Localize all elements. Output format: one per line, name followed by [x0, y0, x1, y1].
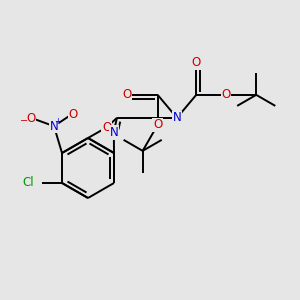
- Text: N: N: [110, 126, 118, 139]
- Text: N: N: [50, 120, 58, 133]
- Text: O: O: [222, 88, 231, 101]
- Text: O: O: [122, 88, 131, 101]
- Text: O: O: [192, 56, 201, 69]
- Text: O: O: [68, 108, 78, 121]
- Text: O: O: [153, 118, 162, 131]
- Text: Cl: Cl: [22, 176, 34, 190]
- Text: O: O: [102, 121, 111, 134]
- Text: −: −: [20, 116, 28, 126]
- Text: O: O: [26, 112, 36, 125]
- Text: +: +: [55, 117, 62, 126]
- Text: N: N: [172, 111, 181, 124]
